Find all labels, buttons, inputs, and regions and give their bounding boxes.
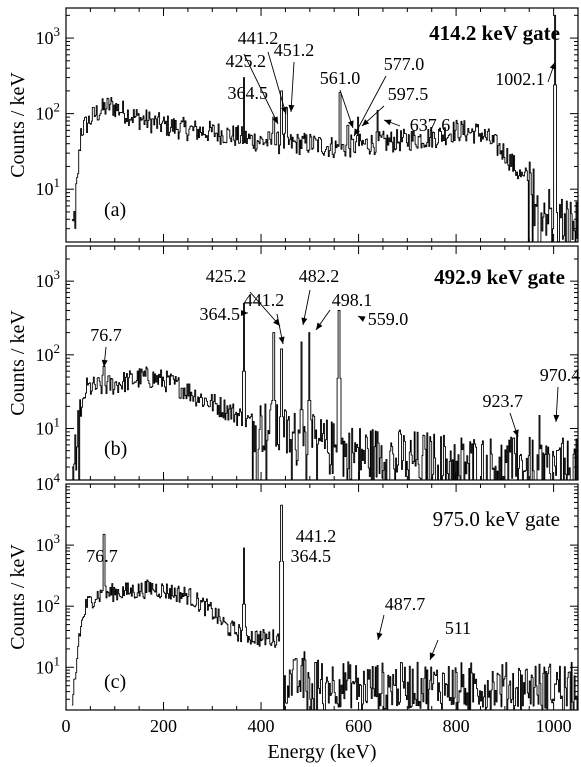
y-tick-label: 102 [36, 592, 61, 616]
peak-arrowhead [347, 120, 354, 128]
peak-label: 498.1 [332, 290, 373, 310]
panel-c-label: (c) [104, 671, 126, 693]
peak-arrowhead [354, 128, 360, 136]
peak-label: 511 [445, 618, 471, 638]
panel-b-frame [65, 245, 579, 481]
panel-c-frame [65, 483, 579, 711]
panel-a-ylabel: Counts / keV [7, 72, 29, 178]
peak-arrowhead [358, 316, 366, 322]
peak-label: 637.6 [410, 115, 451, 135]
peak-label: 561.0 [320, 68, 361, 88]
peak-label: 482.2 [299, 266, 340, 286]
peak-label: 597.5 [388, 84, 429, 104]
peak-arrowhead [281, 106, 287, 114]
x-axis-label: Energy (keV) [267, 741, 376, 763]
peak-arrowhead [316, 322, 323, 330]
peak-arrowhead [512, 429, 519, 437]
y-tick-label: 101 [36, 175, 61, 199]
peak-label: 364.5 [228, 83, 269, 103]
y-tick-label: 103 [36, 24, 61, 48]
peak-arrowhead [272, 116, 278, 124]
peak-label: 425.2 [226, 51, 267, 71]
peak-arrowhead [384, 119, 392, 126]
panel-b: 101 102 103 76.7 364.5 425.2 441.2 482.2 498.155… [7, 245, 581, 481]
peak-arrowhead [549, 62, 556, 70]
y-tick-label: 103 [36, 267, 61, 291]
peak-arrowhead [376, 632, 383, 640]
panel-b-marks: 101 102 103 76.7 364.5 425.2 441.2 482.2 498.155… [36, 245, 581, 481]
peak-label: 451.2 [274, 40, 315, 60]
x-tick-label: 400 [248, 716, 275, 736]
peak-label: 487.7 [385, 594, 426, 614]
peak-arrowhead [288, 104, 295, 112]
panel-b-label: (b) [104, 438, 127, 460]
panel-b-gate-label: 492.9 keV gate [434, 265, 565, 289]
peak-label: 441.2 [296, 526, 337, 546]
peak-label: 364.5 [291, 546, 332, 566]
peak-label: 76.7 [86, 546, 118, 566]
panel-c-gate-label: 975.0 keV gate [433, 507, 560, 531]
y-tick-label: 101 [36, 415, 61, 439]
panel-b-ylabel: Counts / keV [7, 310, 29, 416]
panel-a-gate-label: 414.2 keV gate [429, 21, 560, 45]
panel-c: 101 102 103 104 0 200 400 600 800 1000 76.7 364.544… [7, 470, 579, 763]
peak-label: 577.0 [384, 54, 425, 74]
y-tick-label: 102 [36, 341, 61, 365]
peak-label: 923.7 [483, 391, 524, 411]
peak-label: 441.2 [244, 290, 285, 310]
peak-arrow [249, 291, 281, 327]
x-tick-label: 0 [62, 716, 71, 736]
peak-arrow [267, 51, 287, 115]
peak-arrowhead [301, 317, 308, 325]
panel-c-marks: 101 102 103 104 0 200 400 600 800 1000 76.7 364.544… [36, 470, 579, 736]
peak-arrowhead [101, 359, 108, 367]
peak-label: 559.0 [368, 309, 409, 329]
peak-label: 1002.1 [495, 69, 545, 89]
peak-arrowhead [278, 336, 285, 344]
peak-arrowhead [429, 652, 436, 660]
peak-arrowhead [273, 318, 280, 326]
peak-label: 441.2 [238, 28, 279, 48]
panel-a-label: (a) [104, 199, 126, 221]
peak-label: 76.7 [90, 325, 122, 345]
peak-label: 970.4 [540, 365, 581, 385]
peak-label: 364.5 [200, 304, 241, 324]
y-tick-label: 104 [36, 470, 61, 494]
y-tick-label: 101 [36, 653, 61, 677]
peak-arrowhead [553, 414, 560, 422]
peak-arrowhead [241, 310, 248, 316]
spectrum-line [71, 302, 578, 480]
y-tick-label: 102 [36, 100, 61, 124]
peak-arrow [243, 53, 279, 125]
peak-label: 425.2 [206, 266, 247, 286]
peak-arrow [290, 61, 295, 113]
y-tick-label: 103 [36, 531, 61, 555]
x-tick-label: 200 [150, 716, 177, 736]
peak-arrowhead [362, 119, 370, 126]
spectrum-line [71, 504, 578, 710]
x-tick-label: 1000 [536, 716, 572, 736]
x-tick-label: 600 [345, 716, 372, 736]
peak-arrow [353, 75, 387, 137]
spectrum-line [71, 14, 578, 242]
x-tick-label: 800 [443, 716, 470, 736]
panel-c-ylabel: Counts / keV [7, 544, 29, 650]
